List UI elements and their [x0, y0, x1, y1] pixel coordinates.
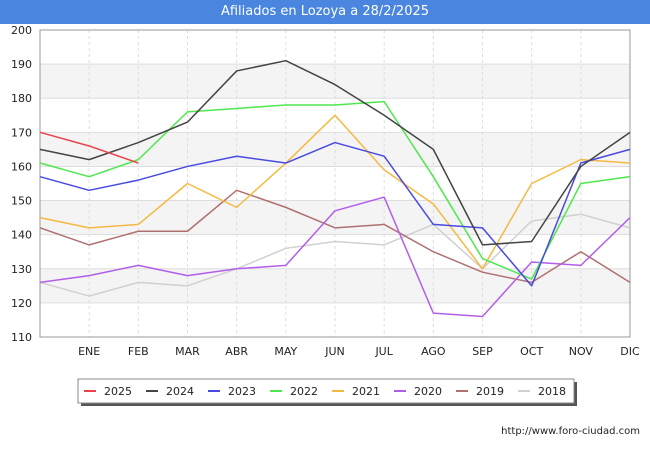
plot-band — [40, 30, 630, 65]
x-tick-label: SEP — [472, 345, 493, 358]
legend-label-2023: 2023 — [228, 385, 256, 398]
y-tick-label: 150 — [11, 195, 32, 208]
series-line-2019 — [39, 189, 631, 284]
plot-band — [40, 64, 630, 99]
grid-lines — [39, 29, 631, 338]
series-line-2020 — [39, 196, 631, 318]
plot-band — [40, 234, 630, 269]
plot-band — [40, 166, 630, 201]
x-axis: ENE FEB MAR ABR MAY JUN JUL AGO SEP OCT NOV DIC — [78, 345, 640, 358]
chart-title: Afiliados en Lozoya a 28/2/2025 — [0, 0, 650, 24]
series-line-2018 — [39, 213, 631, 297]
plot-frame — [39, 29, 631, 338]
series-lines — [39, 59, 631, 318]
series-line-2022 — [39, 100, 631, 280]
x-tick-label: JUL — [374, 345, 393, 358]
plot-band — [40, 132, 630, 167]
series-line-2021 — [39, 114, 631, 270]
y-tick-label: 110 — [11, 331, 32, 344]
y-tick-label: 180 — [11, 92, 32, 105]
x-tick-label: MAY — [274, 345, 297, 358]
series-line-2023 — [39, 141, 631, 287]
x-tick-label: NOV — [569, 345, 594, 358]
series-line-2025 — [39, 131, 139, 164]
y-tick-label: 160 — [11, 160, 32, 173]
x-tick-label: JUN — [324, 345, 345, 358]
y-tick-label: 130 — [11, 263, 32, 276]
legend-label-2019: 2019 — [476, 385, 504, 398]
y-tick-label: 200 — [11, 24, 32, 37]
x-tick-label: DIC — [620, 345, 640, 358]
x-tick-label: FEB — [128, 345, 149, 358]
x-tick-label: AGO — [421, 345, 446, 358]
legend-label-2025: 2025 — [104, 385, 132, 398]
y-tick-label: 190 — [11, 58, 32, 71]
x-tick-label: OCT — [520, 345, 543, 358]
legend-label-2021: 2021 — [352, 385, 380, 398]
y-tick-label: 170 — [11, 126, 32, 139]
legend-label-2024: 2024 — [166, 385, 194, 398]
legend-box — [77, 378, 575, 404]
y-tick-label: 140 — [11, 229, 32, 242]
series-line-2024 — [39, 59, 631, 246]
y-axis: 110 120 130 140 150 160 170 180 190 200 — [11, 24, 32, 344]
x-tick-label: ABR — [225, 345, 248, 358]
x-tick-label: ENE — [78, 345, 100, 358]
legend: 2025 2024 2023 2022 2021 2020 2019 2018 — [77, 378, 577, 406]
legend-label-2020: 2020 — [414, 385, 442, 398]
y-tick-label: 120 — [11, 297, 32, 310]
source-url: http://www.foro-ciudad.com — [501, 426, 640, 437]
legend-label-2018: 2018 — [538, 385, 566, 398]
x-tick-label: MAR — [175, 345, 200, 358]
legend-label-2022: 2022 — [290, 385, 318, 398]
